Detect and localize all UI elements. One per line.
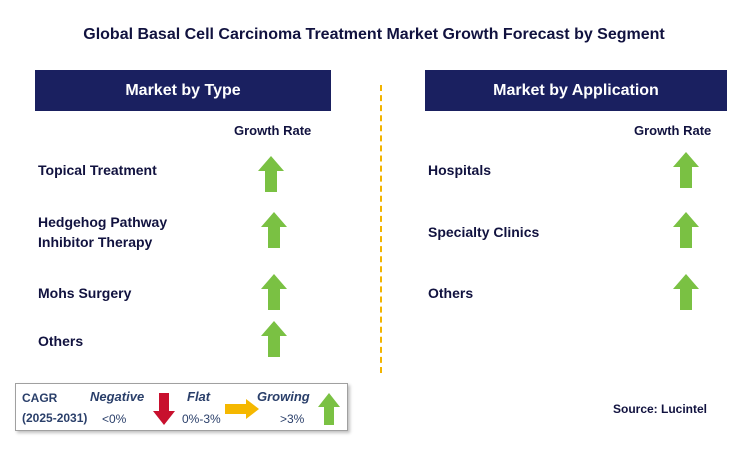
type-label-line1: Hedgehog Pathway [38,214,168,230]
legend-growing-label: Growing [257,389,310,404]
legend-cagr-label: CAGR [22,391,58,405]
up-arrow-icon [261,212,287,248]
legend-negative-range: <0% [102,412,127,426]
legend-period: (2025-2031) [22,411,88,425]
down-arrow-icon [153,393,175,425]
up-arrow-icon [673,212,699,248]
page-title: Global Basal Cell Carcinoma Treatment Ma… [83,26,665,43]
type-row-hedgehog-pathway: Hedgehog Pathway Inhibitor Therapy [38,212,167,252]
legend-flat-range: 0%-3% [182,412,221,426]
application-row-specialty-clinics: Specialty Clinics [428,224,540,240]
right-arrow-icon [225,399,259,419]
growth-rate-label-type: Growth Rate [234,123,312,138]
legend-negative-label: Negative [90,389,145,404]
up-arrow-icon [258,156,284,192]
up-arrow-icon [673,152,699,188]
growth-rate-label-application: Growth Rate [634,123,712,138]
type-label: Others [38,333,84,349]
source-credit: Source: Lucintel [613,402,708,416]
legend-flat-label: Flat [187,389,211,404]
type-row-topical-treatment: Topical Treatment [38,160,157,180]
up-arrow-icon [261,274,287,310]
up-arrow-icon [261,321,287,357]
application-row-others: Others [428,285,474,301]
application-row-hospitals: Hospitals [428,162,492,178]
type-row-others: Others [38,331,83,351]
type-row-mohs-surgery: Mohs Surgery [38,283,131,303]
up-arrow-icon [318,393,340,425]
up-arrow-icon [673,274,699,310]
cagr-legend: CAGR (2025-2031) Negative <0% Flat 0%-3%… [15,383,348,431]
panel-divider [380,85,382,373]
type-label-line2: Inhibitor Therapy [38,234,153,250]
type-label: Topical Treatment [38,162,157,178]
header-market-by-type: Market by Type [35,70,331,111]
type-label: Mohs Surgery [38,285,132,301]
header-market-by-application: Market by Application [425,70,727,111]
legend-growing-range: >3% [280,412,305,426]
